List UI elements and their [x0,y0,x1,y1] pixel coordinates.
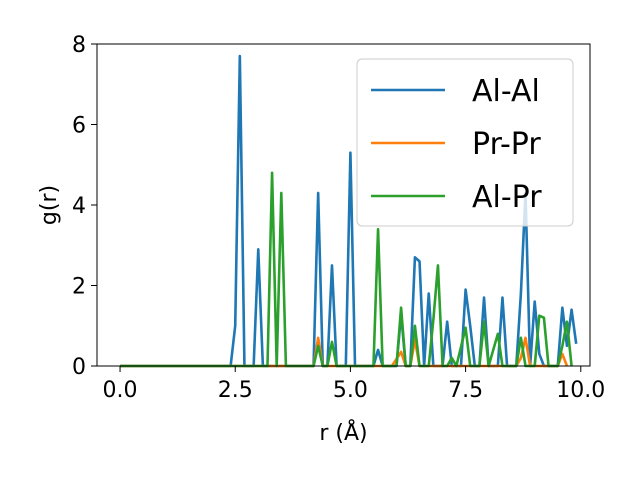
legend-label: Al-Pr [472,180,542,215]
legend: Al-Al Pr-Pr Al-Pr [356,58,574,227]
x-tick-label: 2.5 [218,378,253,403]
legend-box [356,58,574,227]
y-tick-label: 2 [72,275,86,300]
y-tick-label: 8 [72,33,86,58]
y-axis-label: g(r) [37,185,62,225]
legend-label: Pr-Pr [472,127,541,162]
legend-label: Al-Al [472,74,540,109]
y-axis: 0 2 4 6 8 [72,33,97,380]
x-tick-label: 0.0 [103,378,138,403]
x-tick-label: 10.0 [556,378,605,403]
x-axis: 0.0 2.5 5.0 7.5 10.0 [103,366,605,403]
y-tick-label: 4 [72,194,86,219]
y-tick-label: 0 [72,355,86,380]
x-tick-label: 7.5 [448,378,483,403]
x-axis-label: r (Å) [319,419,367,446]
x-tick-label: 5.0 [333,378,368,403]
y-tick-label: 6 [72,114,86,139]
